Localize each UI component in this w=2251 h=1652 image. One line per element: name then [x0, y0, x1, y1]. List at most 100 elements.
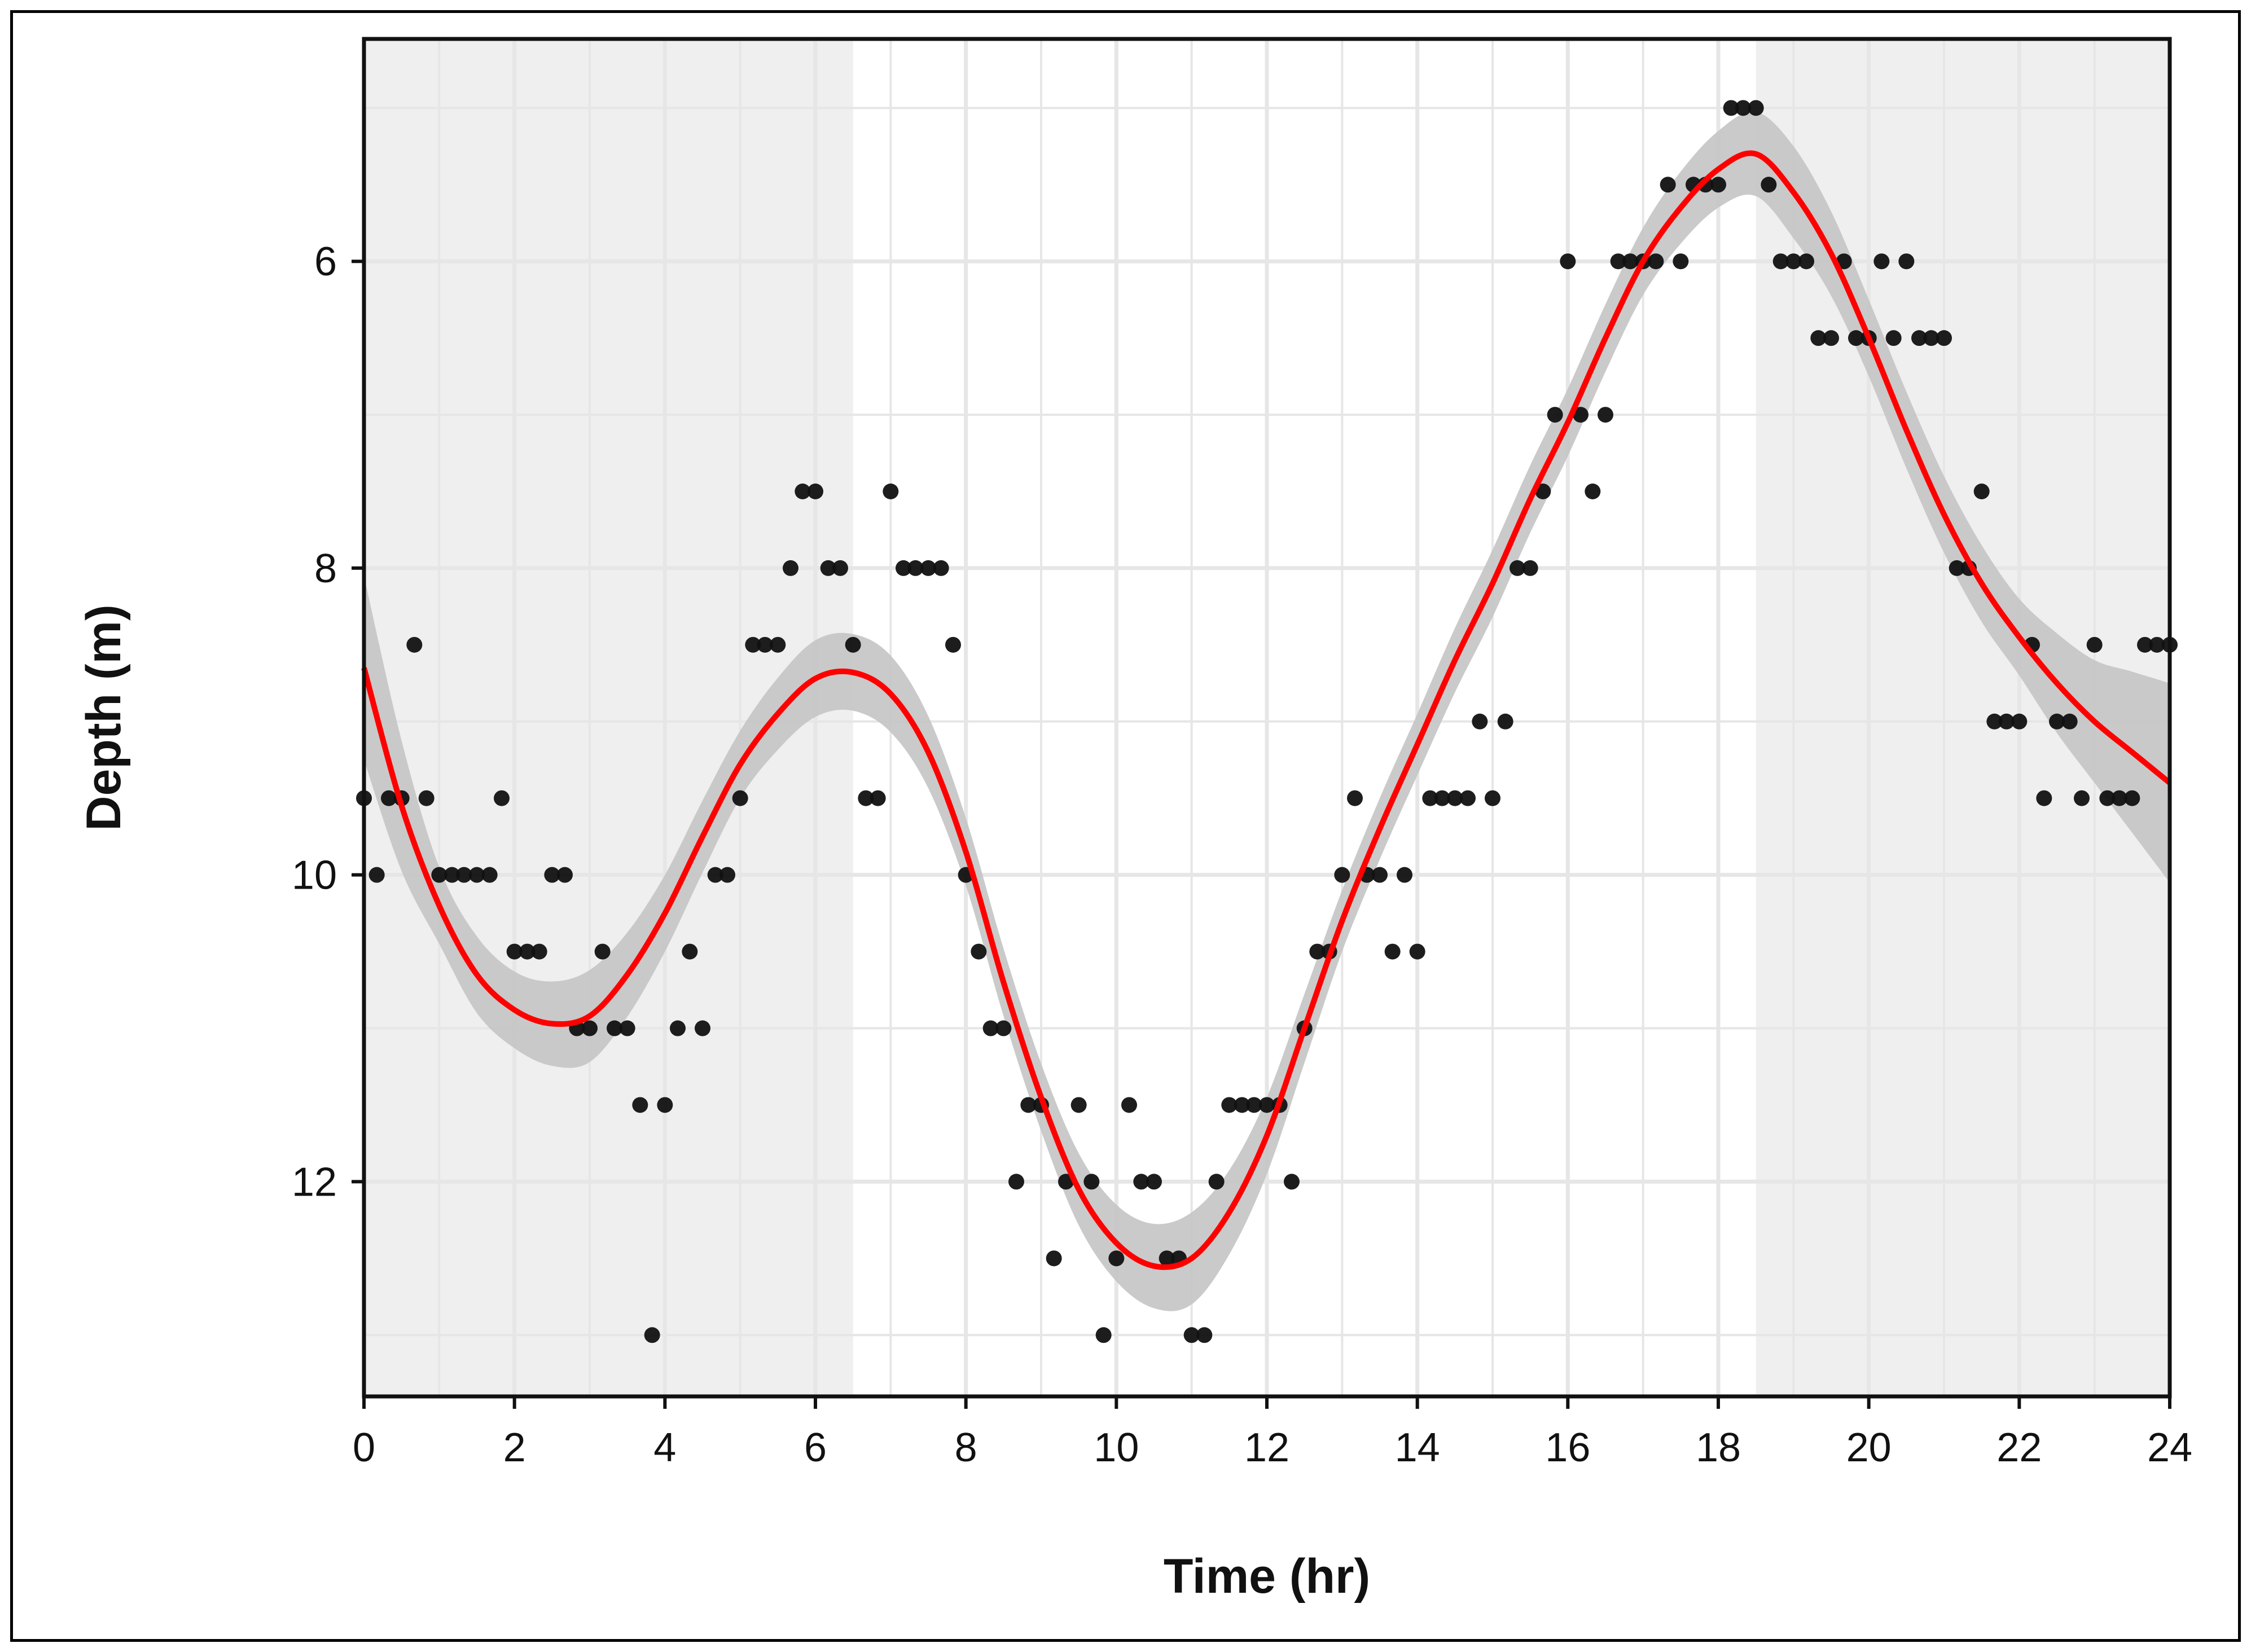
data-point [531, 943, 547, 960]
data-point [1660, 177, 1676, 193]
data-point [933, 560, 949, 576]
data-point [619, 1020, 635, 1036]
data-point [1422, 790, 1438, 806]
data-point [1246, 1097, 1262, 1113]
data-point [494, 790, 510, 806]
data-point [1409, 943, 1425, 960]
data-point [1259, 1097, 1275, 1113]
data-point [1522, 560, 1538, 576]
data-point [745, 636, 761, 653]
data-points [356, 100, 2178, 1343]
data-point [1196, 1327, 1213, 1343]
data-point [1735, 100, 1751, 116]
data-point [719, 867, 735, 883]
data-point [858, 790, 874, 806]
data-point [1095, 1327, 1112, 1343]
data-point [896, 560, 911, 576]
data-point [1585, 484, 1601, 499]
data-point [920, 560, 936, 576]
data-point [732, 790, 748, 806]
data-point [2074, 790, 2090, 806]
data-point [907, 560, 924, 576]
data-point [707, 867, 723, 883]
data-point [1986, 713, 2003, 730]
data-point [1560, 253, 1576, 270]
fit-line-layer [361, 150, 2172, 1270]
data-point [1710, 177, 1726, 193]
data-point [2011, 713, 2028, 730]
x-tick-label: 0 [353, 1425, 375, 1470]
data-point [2149, 636, 2165, 653]
data-point [1622, 253, 1638, 270]
data-point [1998, 713, 2015, 730]
data-point [1434, 790, 1450, 806]
data-point [418, 790, 435, 806]
fit-line [361, 150, 2172, 1270]
data-point [971, 943, 987, 960]
data-point [1673, 253, 1689, 270]
y-tick-label: 12 [292, 1159, 337, 1205]
data-point [456, 867, 472, 883]
data-point [2061, 713, 2078, 730]
data-point [1334, 867, 1350, 883]
data-point [2137, 636, 2153, 653]
data-point [1070, 1097, 1087, 1113]
figure-frame: 0 2 4 6 8 10 12 14 16 18 20 22 24 6 8 10 12 Time (hr) De… [10, 10, 2241, 1642]
data-point [1208, 1174, 1225, 1190]
data-point [1547, 407, 1563, 423]
data-point [1108, 1250, 1125, 1267]
x-axis-title: Time (hr) [1164, 1549, 1370, 1603]
data-point [670, 1020, 686, 1036]
x-tick-label: 14 [1395, 1425, 1440, 1470]
data-point [1610, 253, 1626, 270]
data-point [1761, 177, 1777, 193]
data-point [820, 560, 836, 576]
data-point [945, 636, 961, 653]
x-tick-label: 2 [503, 1425, 526, 1470]
data-point [808, 484, 823, 499]
data-point [506, 943, 523, 960]
data-point [883, 484, 899, 499]
x-tick-label: 20 [1846, 1425, 1892, 1470]
data-point [1497, 713, 1513, 730]
data-point [1648, 253, 1664, 270]
y-tick-label: 10 [292, 853, 337, 898]
data-point [1020, 1097, 1037, 1113]
data-point [1810, 330, 1827, 346]
data-point [1284, 1174, 1300, 1190]
data-point [1898, 253, 1915, 270]
data-point [845, 636, 861, 653]
data-point [1234, 1097, 1250, 1113]
data-point [2111, 790, 2127, 806]
data-point [1046, 1250, 1062, 1267]
data-point [1923, 330, 1940, 346]
data-point [1472, 713, 1488, 730]
data-point [2036, 790, 2052, 806]
data-point [1911, 330, 1927, 346]
data-point [795, 484, 811, 499]
data-point [2086, 636, 2103, 653]
data-point [1008, 1174, 1024, 1190]
data-point [1848, 330, 1864, 346]
data-point [1447, 790, 1463, 806]
data-point [1973, 484, 1990, 499]
data-point [1159, 1250, 1175, 1267]
data-point [783, 560, 798, 576]
data-point [1772, 253, 1789, 270]
data-point [1485, 790, 1500, 806]
data-point [1723, 100, 1739, 116]
data-point [2124, 790, 2140, 806]
data-point [1384, 943, 1401, 960]
data-point [1309, 943, 1326, 960]
data-point [2049, 713, 2065, 730]
data-point [594, 943, 611, 960]
data-point [607, 1020, 622, 1036]
data-point [982, 1020, 999, 1036]
data-point [1121, 1097, 1137, 1113]
data-point [1936, 330, 1952, 346]
data-point [1598, 407, 1613, 423]
x-tick-label: 8 [955, 1425, 977, 1470]
data-point [632, 1097, 648, 1113]
